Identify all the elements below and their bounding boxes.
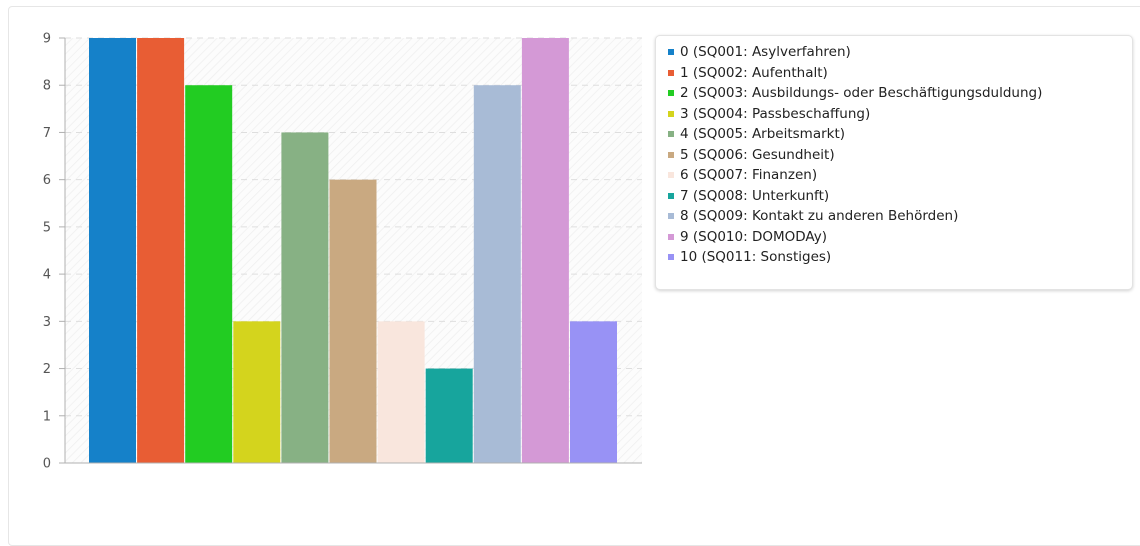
bar-5[interactable] [329, 179, 377, 463]
legend-swatch [668, 49, 674, 56]
legend-label: 6 (SQ007: Finanzen) [680, 167, 818, 184]
y-tick-label: 2 [43, 362, 51, 377]
bar-chart: 0 1 2 3 4 5 6 7 8 9 [43, 32, 642, 472]
legend-label: 10 (SQ011: Sonstiges) [680, 249, 832, 266]
y-tick-label: 7 [43, 126, 51, 141]
legend-item[interactable]: 3 (SQ004: Passbeschaffung) [668, 104, 1132, 125]
legend-swatch [668, 172, 674, 179]
legend-item[interactable]: 5 (SQ006: Gesundheit) [668, 145, 1132, 166]
bar-7[interactable] [425, 368, 473, 463]
legend-swatch [668, 131, 674, 138]
bar-8[interactable] [473, 85, 521, 463]
legend-item[interactable]: 7 (SQ008: Unterkunft) [668, 186, 1132, 207]
bar-1[interactable] [137, 38, 185, 463]
legend-item[interactable]: 8 (SQ009: Kontakt zu anderen Behörden) [668, 206, 1132, 227]
legend-swatch [668, 254, 674, 261]
legend-item[interactable]: 0 (SQ001: Asylverfahren) [668, 42, 1132, 63]
legend-label: 7 (SQ008: Unterkunft) [680, 187, 830, 204]
legend-swatch [668, 151, 674, 158]
legend-swatch [668, 213, 674, 220]
legend-swatch [668, 90, 674, 97]
bar-10[interactable] [570, 321, 617, 463]
y-tick-label: 0 [43, 457, 51, 472]
bar-3[interactable] [233, 321, 281, 463]
legend-label: 3 (SQ004: Passbeschaffung) [680, 105, 871, 122]
y-tick-label: 6 [43, 173, 51, 188]
y-tick-label: 9 [43, 32, 51, 47]
legend-label: 4 (SQ005: Arbeitsmarkt) [680, 126, 846, 143]
y-axis-ticks: 0 1 2 3 4 5 6 7 8 9 [43, 32, 65, 472]
y-tick-label: 3 [43, 315, 51, 330]
legend-item[interactable]: 9 (SQ010: DOMODAy) [668, 227, 1132, 248]
legend-swatch [668, 192, 674, 199]
legend-label: 0 (SQ001: Asylverfahren) [680, 44, 851, 61]
legend-label: 2 (SQ003: Ausbildungs- oder Beschäftigun… [680, 85, 1043, 102]
bar-6[interactable] [377, 321, 425, 463]
legend-swatch [668, 233, 674, 240]
bar-2[interactable] [185, 85, 233, 463]
y-tick-label: 8 [43, 79, 51, 94]
bar-4[interactable] [281, 132, 329, 463]
legend-label: 9 (SQ010: DOMODAy) [680, 228, 827, 245]
y-tick-label: 5 [43, 220, 51, 235]
legend-item[interactable]: 1 (SQ002: Aufenthalt) [668, 63, 1132, 84]
legend-item[interactable]: 4 (SQ005: Arbeitsmarkt) [668, 124, 1132, 145]
chart-legend: 0 (SQ001: Asylverfahren) 1 (SQ002: Aufent… [655, 35, 1133, 290]
legend-label: 5 (SQ006: Gesundheit) [680, 146, 835, 163]
bar-0[interactable] [89, 38, 136, 463]
legend-swatch [668, 110, 674, 117]
legend-swatch [668, 69, 674, 76]
legend-item[interactable]: 6 (SQ007: Finanzen) [668, 165, 1132, 186]
bar-9[interactable] [521, 38, 569, 463]
legend-item[interactable]: 2 (SQ003: Ausbildungs- oder Beschäftigun… [668, 83, 1132, 104]
y-tick-label: 1 [43, 409, 51, 424]
y-tick-label: 4 [43, 268, 51, 283]
legend-label: 1 (SQ002: Aufenthalt) [680, 64, 828, 81]
legend-item[interactable]: 10 (SQ011: Sonstiges) [668, 247, 1132, 268]
bars [89, 38, 617, 463]
legend-label: 8 (SQ009: Kontakt zu anderen Behörden) [680, 208, 959, 225]
